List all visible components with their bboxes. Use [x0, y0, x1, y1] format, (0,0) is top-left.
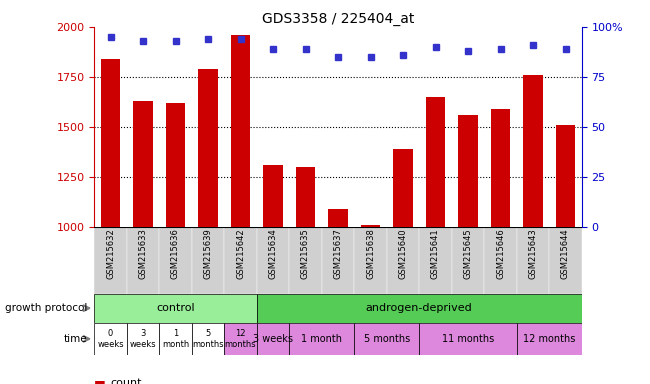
Text: growth protocol: growth protocol: [5, 303, 88, 313]
Text: GSM215635: GSM215635: [301, 228, 310, 279]
Text: 3
weeks: 3 weeks: [130, 329, 156, 349]
Text: ■: ■: [94, 378, 106, 384]
Text: GSM215641: GSM215641: [431, 228, 440, 279]
Bar: [133, 101, 153, 227]
Bar: [426, 97, 445, 227]
Text: GSM215637: GSM215637: [333, 228, 343, 280]
Bar: [159, 227, 192, 294]
Text: count: count: [111, 378, 142, 384]
Text: GSM215643: GSM215643: [528, 228, 538, 279]
Text: GSM215640: GSM215640: [398, 228, 408, 279]
Bar: [361, 225, 380, 227]
Bar: [166, 103, 185, 227]
Bar: [289, 227, 322, 294]
Bar: [458, 115, 478, 227]
Bar: [419, 323, 517, 355]
Bar: [94, 323, 127, 355]
Bar: [523, 75, 543, 227]
Bar: [257, 323, 289, 355]
Text: GSM215639: GSM215639: [203, 228, 213, 279]
Bar: [491, 109, 510, 227]
Text: GSM215644: GSM215644: [561, 228, 570, 279]
Bar: [393, 149, 413, 227]
Bar: [94, 294, 257, 323]
Bar: [354, 323, 419, 355]
Bar: [556, 125, 575, 227]
Bar: [263, 165, 283, 227]
Bar: [231, 35, 250, 227]
Text: GSM215636: GSM215636: [171, 228, 180, 280]
Text: 0
weeks: 0 weeks: [98, 329, 124, 349]
Bar: [549, 227, 582, 294]
Bar: [94, 227, 127, 294]
Bar: [517, 227, 549, 294]
Text: GSM215632: GSM215632: [106, 228, 115, 279]
Bar: [296, 167, 315, 227]
Bar: [192, 227, 224, 294]
Bar: [517, 323, 582, 355]
Bar: [101, 59, 120, 227]
Text: GSM215642: GSM215642: [236, 228, 245, 279]
Text: 1
month: 1 month: [162, 329, 189, 349]
Text: GSM215646: GSM215646: [496, 228, 505, 279]
Bar: [328, 209, 348, 227]
Text: 12
months: 12 months: [225, 329, 256, 349]
Text: GSM215634: GSM215634: [268, 228, 278, 279]
Text: 12 months: 12 months: [523, 334, 575, 344]
Bar: [289, 323, 354, 355]
Text: GSM215633: GSM215633: [138, 228, 148, 280]
Bar: [419, 227, 452, 294]
Bar: [322, 227, 354, 294]
Text: 3 weeks: 3 weeks: [253, 334, 293, 344]
Bar: [127, 323, 159, 355]
Bar: [159, 323, 192, 355]
Text: time: time: [64, 334, 88, 344]
Bar: [387, 227, 419, 294]
Bar: [198, 69, 218, 227]
Bar: [354, 227, 387, 294]
Bar: [257, 294, 582, 323]
Bar: [452, 227, 484, 294]
Text: 5 months: 5 months: [363, 334, 410, 344]
Text: 1 month: 1 month: [301, 334, 343, 344]
Text: 5
months: 5 months: [192, 329, 224, 349]
Bar: [224, 323, 257, 355]
Title: GDS3358 / 225404_at: GDS3358 / 225404_at: [262, 12, 414, 26]
Bar: [192, 323, 224, 355]
Text: androgen-deprived: androgen-deprived: [366, 303, 473, 313]
Bar: [484, 227, 517, 294]
Text: 11 months: 11 months: [442, 334, 494, 344]
Bar: [127, 227, 159, 294]
Text: GSM215638: GSM215638: [366, 228, 375, 280]
Text: control: control: [156, 303, 195, 313]
Text: GSM215645: GSM215645: [463, 228, 473, 279]
Bar: [224, 227, 257, 294]
Bar: [257, 227, 289, 294]
